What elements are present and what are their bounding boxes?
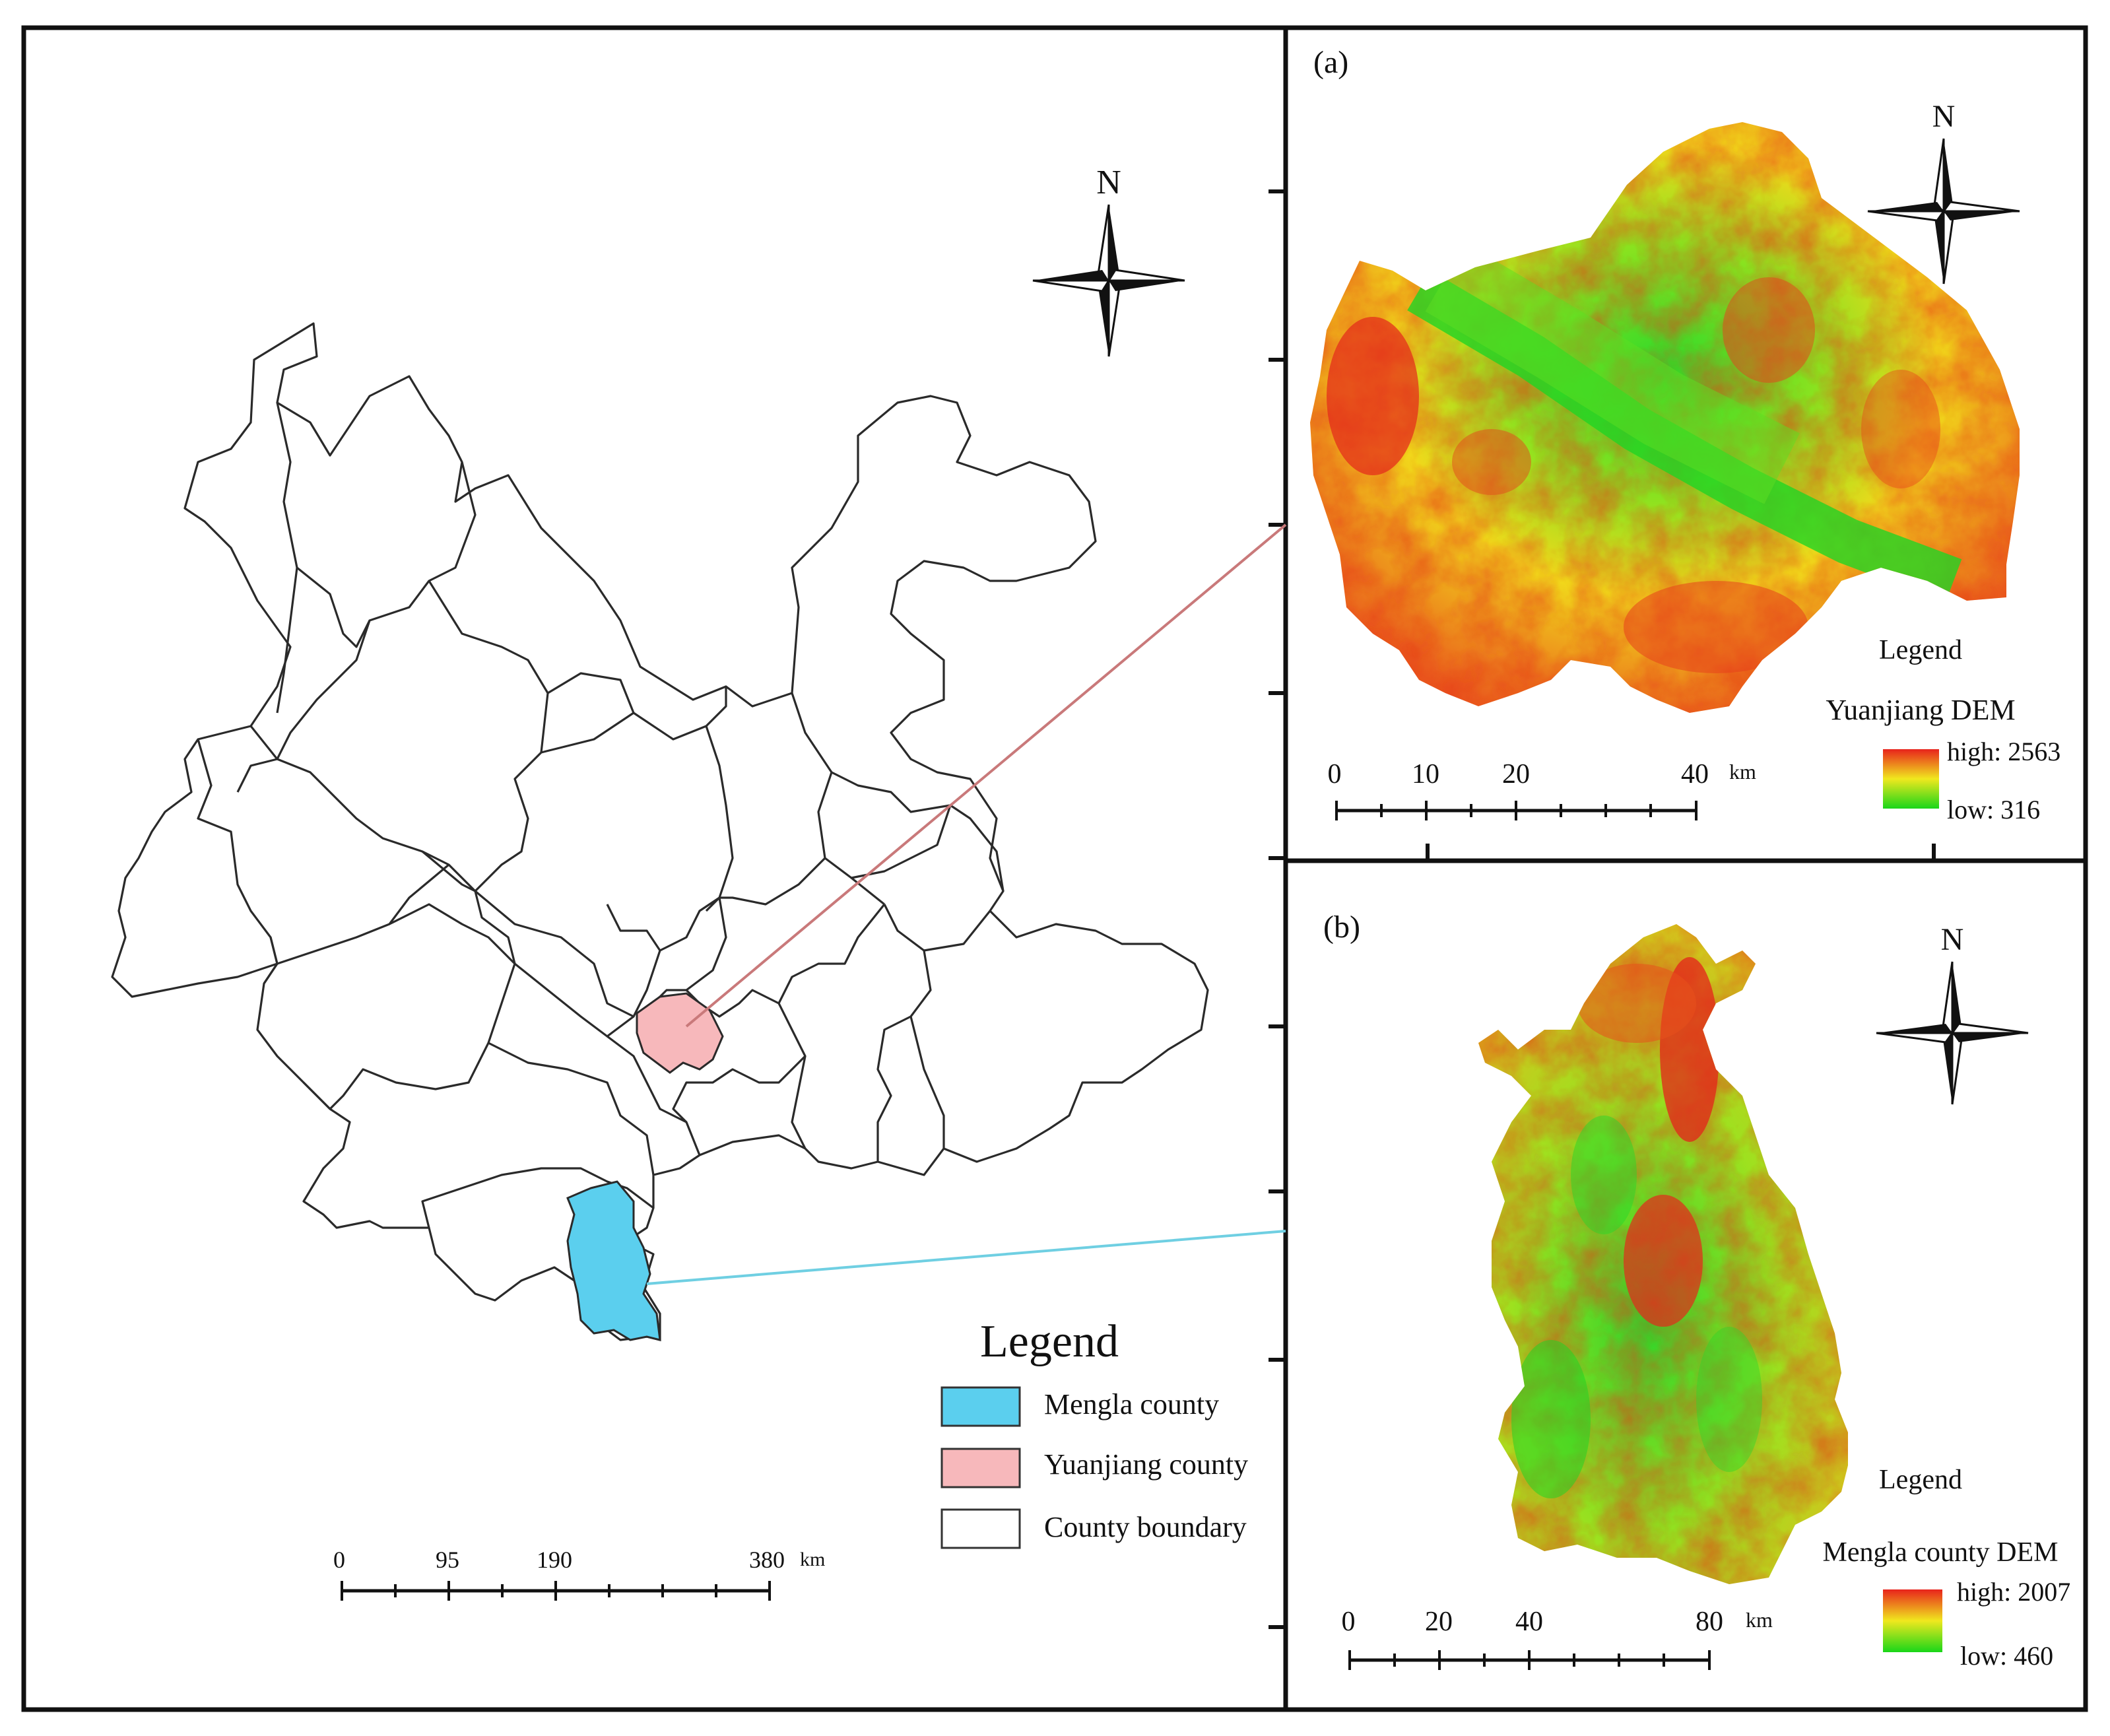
panel-b-dem-ramp <box>1883 1589 1942 1652</box>
panel-a-dem-ramp <box>1883 749 1939 809</box>
panel-a-legend-title: Legend <box>1879 635 1962 665</box>
divider-ticks <box>1269 189 1936 1629</box>
panel-a-scale-tick-1: 10 <box>1412 759 1439 789</box>
main-scale-tick-1: 95 <box>436 1547 459 1573</box>
mengla-dem-map <box>1478 924 1848 1584</box>
panel-a-high-label: high: 2563 <box>1947 737 2061 766</box>
north-arrow-panel-a: N <box>1867 99 2020 284</box>
panel-b-scale-bar: 0 20 40 80 km <box>1342 1607 1773 1670</box>
main-scale-bar: 0 95 190 380 km <box>333 1547 825 1601</box>
panel-a-low-label: low: 316 <box>1947 795 2040 824</box>
panel-b-high-label: high: 2007 <box>1957 1577 2070 1607</box>
north-label-panel-a: N <box>1932 99 1956 134</box>
main-scale-tick-2: 190 <box>537 1547 572 1573</box>
legend-label-boundary: County boundary <box>1044 1511 1247 1543</box>
panel-b-label: (b) <box>1323 910 1360 945</box>
legend-swatch-mengla <box>940 1386 1021 1427</box>
panel-b-legend-title: Legend <box>1879 1465 1962 1495</box>
legend-label-yuanjiang: Yuanjiang county <box>1044 1448 1248 1481</box>
panel-b-dem-title: Mengla county DEM <box>1823 1537 2059 1568</box>
panel-b-scale-unit: km <box>1746 1608 1773 1632</box>
panel-a-label: (a) <box>1313 45 1348 80</box>
main-scale-unit: km <box>800 1549 825 1570</box>
main-scale-tick-0: 0 <box>333 1547 345 1573</box>
panel-a-scale-tick-3: 40 <box>1681 759 1709 789</box>
panel-a-scale-bar: 0 10 20 40 km <box>1328 759 1756 820</box>
main-legend: Legend Mengla county Yuanjiang county Co… <box>940 1316 1248 1549</box>
panel-b-scale-tick-0: 0 <box>1342 1607 1356 1637</box>
north-arrow-main: N <box>1032 164 1185 357</box>
panel-b-scale-tick-1: 20 <box>1425 1607 1453 1637</box>
panel-a-scale-tick-0: 0 <box>1328 759 1342 789</box>
province-outline <box>111 322 1209 1341</box>
panel-b-scale-tick-3: 80 <box>1696 1607 1723 1637</box>
main-legend-title: Legend <box>980 1316 1119 1367</box>
legend-swatch-yuanjiang <box>940 1448 1021 1488</box>
legend-swatch-boundary <box>940 1508 1021 1549</box>
north-label-main: N <box>1096 164 1121 201</box>
main-map-frame <box>21 25 1288 1712</box>
north-label-panel-b: N <box>1941 922 1964 957</box>
main-scale-tick-3: 380 <box>749 1547 785 1573</box>
panel-b-scale-tick-2: 40 <box>1515 1607 1543 1637</box>
panel-b-low-label: low: 460 <box>1960 1641 2053 1671</box>
county-boundaries <box>111 322 1209 1341</box>
panel-a-scale-tick-2: 20 <box>1502 759 1530 789</box>
panel-a-dem-title: Yuanjiang DEM <box>1826 694 2015 726</box>
panel-a-scale-unit: km <box>1729 760 1756 784</box>
north-arrow-panel-b: N <box>1876 922 2029 1105</box>
mengla-leader-line <box>646 1230 1286 1285</box>
legend-label-mengla: Mengla county <box>1044 1388 1219 1420</box>
mengla-county-shape <box>566 1180 661 1341</box>
yuanjiang-leader-line <box>685 523 1287 1028</box>
